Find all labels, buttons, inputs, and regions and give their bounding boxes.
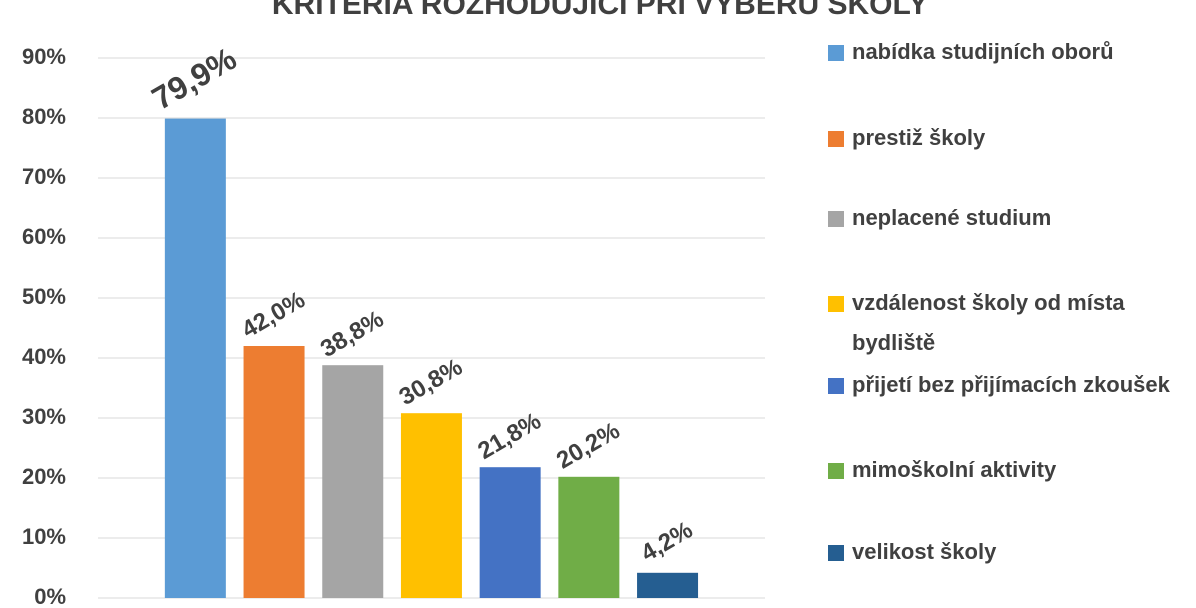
bar [164, 118, 226, 598]
legend-swatch [828, 211, 844, 227]
data-label: 30,8% [395, 353, 467, 410]
bar [637, 572, 699, 598]
y-tick-label: 50% [22, 284, 66, 309]
data-label: 79,9% [146, 40, 243, 117]
y-tick-label: 90% [22, 44, 66, 69]
legend-item: neplacené studium [828, 198, 1188, 238]
y-tick-label: 10% [22, 524, 66, 549]
legend-label: vzdálenost školy od místa bydliště [852, 290, 1125, 355]
y-tick-label: 40% [22, 344, 66, 369]
bar [479, 467, 541, 598]
legend-label: velikost školy [852, 539, 997, 564]
legend-swatch [828, 463, 844, 479]
legend-item: přijetí bez přijímacích zkoušek [828, 365, 1188, 405]
y-tick-label: 30% [22, 404, 66, 429]
legend-item: velikost školy [828, 532, 1188, 572]
y-tick-label: 60% [22, 224, 66, 249]
legend-label: neplacené studium [852, 205, 1052, 230]
y-tick-label: 0% [34, 584, 66, 608]
data-label: 21,8% [473, 407, 545, 464]
legend-item: mimoškolní aktivity [828, 450, 1188, 490]
data-label: 38,8% [316, 305, 388, 362]
bar [322, 365, 384, 598]
legend-swatch [828, 545, 844, 561]
bar [243, 346, 305, 598]
legend-item: prestiž školy [828, 118, 1188, 158]
legend-swatch [828, 378, 844, 394]
y-tick-label: 80% [22, 104, 66, 129]
legend-label: mimoškolní aktivity [852, 457, 1057, 482]
legend-swatch [828, 45, 844, 61]
legend-swatch [828, 296, 844, 312]
legend-label: prestiž školy [852, 125, 986, 150]
y-tick-label: 20% [22, 464, 66, 489]
y-tick-label: 70% [22, 164, 66, 189]
legend-label: přijetí bez přijímacích zkoušek [852, 372, 1170, 397]
bar [400, 413, 462, 598]
legend-swatch [828, 131, 844, 147]
legend-label: nabídka studijních oborů [852, 39, 1114, 64]
legend-item: nabídka studijních oborů [828, 32, 1188, 72]
bar [558, 476, 620, 598]
legend-item: vzdálenost školy od místa bydliště [828, 283, 1188, 363]
data-label: 4,2% [637, 516, 698, 567]
chart-title: KRITÉRIA ROZHODUJÍCÍ PŘI VÝBĚRU ŠKOLY [272, 0, 928, 21]
data-label: 42,0% [237, 286, 309, 343]
data-label: 20,2% [552, 417, 624, 474]
